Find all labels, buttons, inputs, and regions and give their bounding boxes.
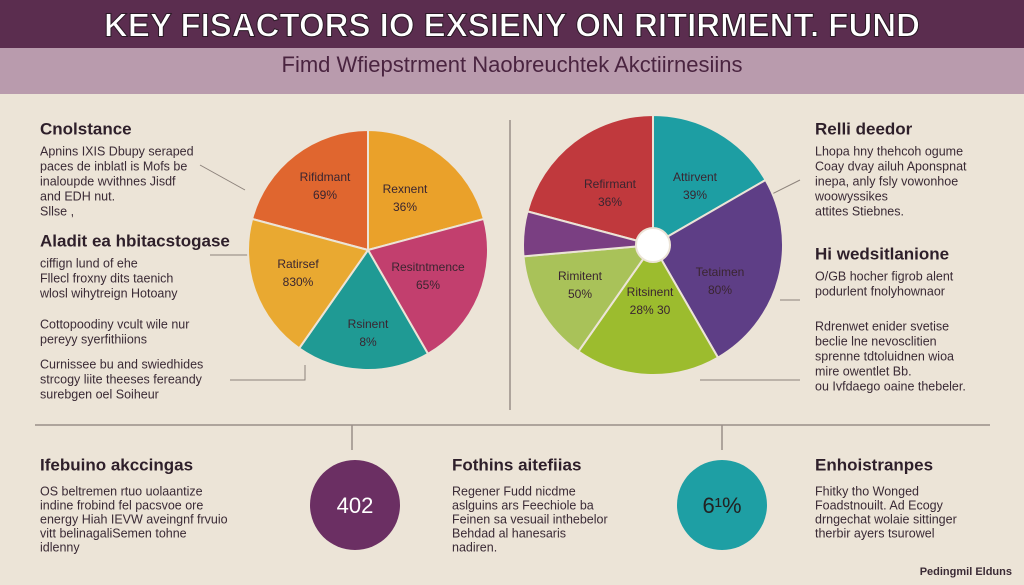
section-heading: Ifebuino akccingas <box>40 455 193 474</box>
pie-value: 36% <box>598 195 622 209</box>
section-text: ciffign lund of ehe <box>40 256 138 270</box>
pie-wedge <box>522 243 656 353</box>
pie-wedge <box>526 113 654 247</box>
pie-hole <box>635 227 671 263</box>
pie-label: Rexnent <box>383 182 428 196</box>
section-text: pereyy syerfithiions <box>40 332 147 346</box>
section-heading: Relli deedor <box>815 119 913 138</box>
section-text: aslguins ars Feechiole ba <box>452 498 594 512</box>
section-text: wlosl wihytreign Hotoany <box>39 286 178 300</box>
pie-wedge <box>250 128 369 252</box>
pie-value: 69% <box>313 188 337 202</box>
section-text: Lhopa hny thehcoh ogume <box>815 144 963 158</box>
section-text: beclie lne nevosclitien <box>815 334 937 348</box>
title: KEY FISACTORS IO EXSIENY ON RITIRMENT. F… <box>104 7 920 44</box>
section-text: Rdrenwet enider svetise <box>815 319 949 333</box>
section-text: energy Hiah IEVW aveingnf frvuio <box>40 512 228 526</box>
section-text: O/GB hocher figrob alent <box>815 269 954 283</box>
section-text: inaloupde wvithnes Jisdf <box>40 174 176 188</box>
section-text: ou Ivfdaego oaine thebeler. <box>815 379 966 393</box>
subtitle-band <box>0 48 1024 94</box>
section-text: OS beltremen rtuo uolaantize <box>40 484 203 498</box>
section-text: sprenne tdtoluidnen wioa <box>815 349 954 363</box>
pie-wedge <box>652 113 767 247</box>
section-text: Fllecl froxny dits taenich <box>40 271 173 285</box>
section-text: idlenny <box>40 540 80 554</box>
section-text: attites Stiebnes. <box>815 204 904 218</box>
section-heading: Hi wedsitlanione <box>815 244 949 263</box>
section-text: therbir ayers tsurowel <box>815 526 935 540</box>
subtitle: Fimd Wfiepstrment Naobreuchtek Akctiirne… <box>282 52 743 77</box>
section-text: vitt belinagaliSemen tohne <box>40 526 187 540</box>
section-text: strcogy liite theeses fereandy <box>40 372 203 386</box>
section-text: inepa, anly fsly vowonhoe <box>815 174 958 188</box>
pie-value: 36% <box>393 200 417 214</box>
pie-value: 28% 30 <box>630 303 671 317</box>
pie-label: Resitntmence <box>391 260 465 274</box>
section-text: paces de inblatl is Mofs be <box>40 159 187 173</box>
pie-label: Rifidmant <box>300 170 351 184</box>
pie-label: Rsinent <box>348 317 389 331</box>
pie-value: 830% <box>283 275 314 289</box>
section-text: Apnins IXIS Dbupy seraped <box>40 144 194 158</box>
pie-wedge <box>367 128 486 252</box>
pie-value: 8% <box>359 335 377 349</box>
pie-wedge <box>577 243 720 376</box>
section-text: indine frobind fel pacsvoe ore <box>40 498 203 512</box>
section-heading: Cnolstance <box>40 119 132 138</box>
section-text: Fhitky tho Wonged <box>815 484 919 498</box>
header-band <box>0 0 1024 48</box>
section-text: Curnissee bu and swiedhides <box>40 357 203 371</box>
pie-wedge <box>651 178 784 359</box>
pie-label: Ritsinent <box>627 285 674 299</box>
section-text: Cottopoodiny vcult wile nur <box>40 317 189 331</box>
section-heading: Enhoistranpes <box>815 455 933 474</box>
badge-text: 6¹% <box>702 493 741 518</box>
connector <box>230 365 306 381</box>
badge-circle <box>310 460 400 550</box>
pie-value: 39% <box>683 188 707 202</box>
section-heading: Aladit ea hbitacstogase <box>40 231 230 250</box>
pie-wedge <box>247 217 370 350</box>
section-text: drngechat wolaie sittinger <box>815 512 957 526</box>
section-text: Behdad al hanesaris <box>452 526 566 540</box>
pie-wedge <box>297 248 430 371</box>
pie-label: Refirmant <box>584 177 637 191</box>
pie-wedge <box>522 210 654 258</box>
section-heading: Fothins aitefiias <box>452 455 581 474</box>
section-text: Feinen sa vesuail inthebelor <box>452 512 608 526</box>
section-text: and EDH nut. <box>40 189 115 203</box>
section-text: surebgen oel Soiheur <box>40 387 159 401</box>
section-text: Foadstnouilt. Ad Ecogy <box>815 498 944 512</box>
connectors <box>199 164 801 381</box>
connector <box>199 164 246 191</box>
pie-value: 50% <box>568 287 592 301</box>
footer: Pedingmil Elduns <box>920 566 1012 578</box>
pie-value: 65% <box>416 278 440 292</box>
pie-label: Tetaimen <box>696 265 745 279</box>
section-text: nadiren. <box>452 540 497 554</box>
pie-label: Attirvent <box>673 170 718 184</box>
pie-wedge <box>366 217 489 356</box>
section-text: mire owentlet Bb. <box>815 364 912 378</box>
pie-label: Rimitent <box>558 269 603 283</box>
badge-circle <box>677 460 767 550</box>
pie-value: 80% <box>708 283 732 297</box>
section-text: Regener Fudd nicdme <box>452 484 576 498</box>
section-text: Sllse , <box>40 204 74 218</box>
section-text: podurlent fnolyhownaor <box>815 284 945 298</box>
section-text: Coay dvay ailuh Aponspnat <box>815 159 967 173</box>
pie-label: Ratirsef <box>277 257 319 271</box>
badge-text: 402 <box>337 493 374 518</box>
section-text: woowyssikes <box>814 189 888 203</box>
